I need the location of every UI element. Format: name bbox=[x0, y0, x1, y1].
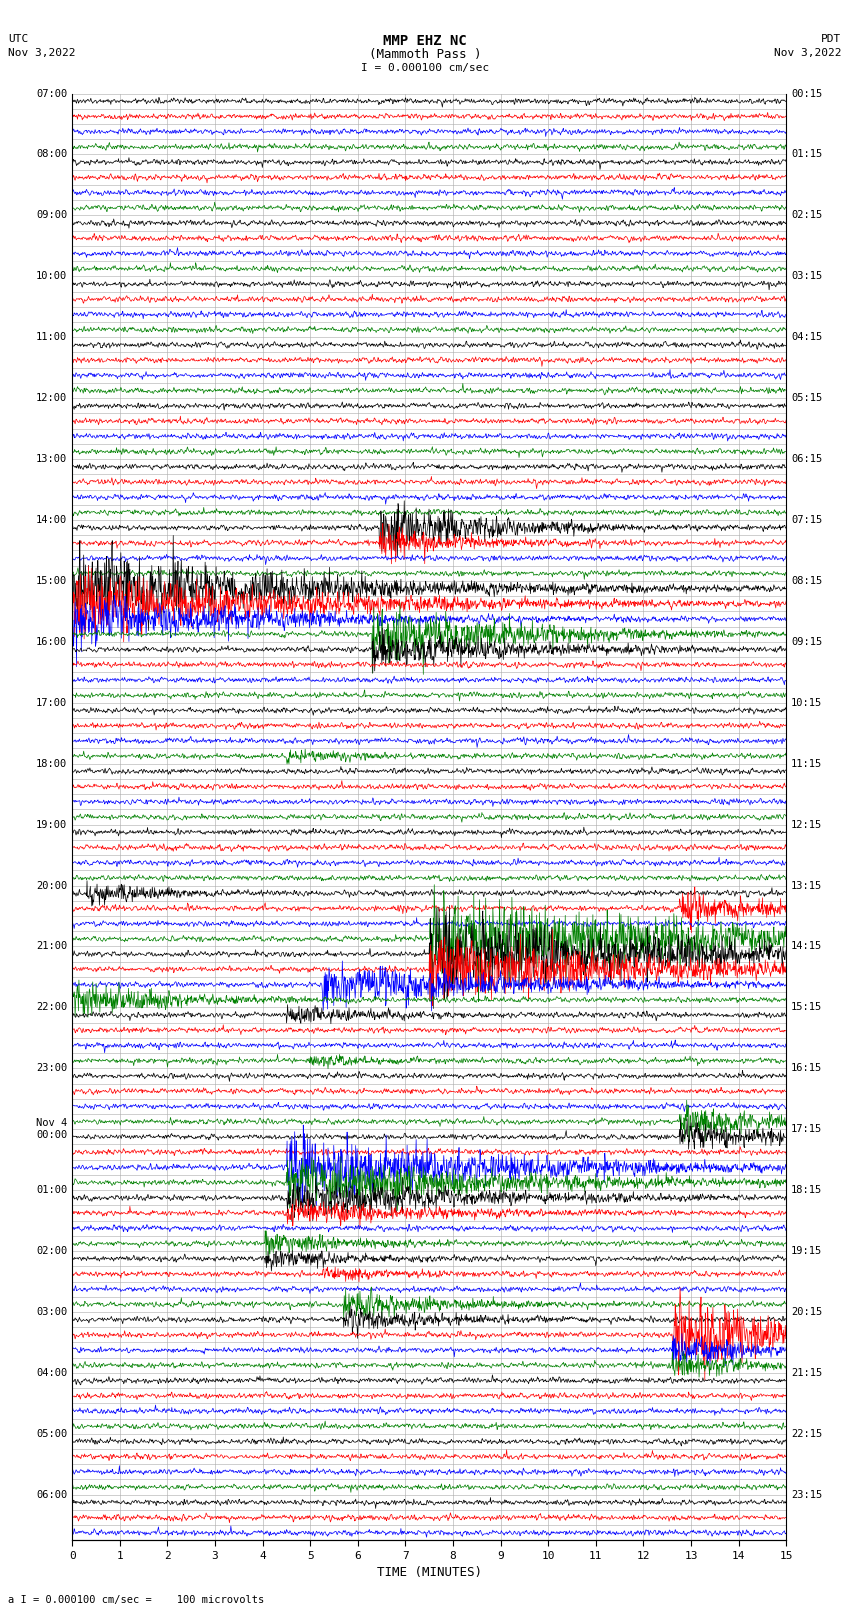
Text: Nov 3,2022: Nov 3,2022 bbox=[8, 48, 76, 58]
Text: MMP EHZ NC: MMP EHZ NC bbox=[383, 34, 467, 48]
Text: a I = 0.000100 cm/sec =    100 microvolts: a I = 0.000100 cm/sec = 100 microvolts bbox=[8, 1595, 264, 1605]
Text: (Mammoth Pass ): (Mammoth Pass ) bbox=[369, 48, 481, 61]
Text: UTC: UTC bbox=[8, 34, 29, 44]
Text: I = 0.000100 cm/sec: I = 0.000100 cm/sec bbox=[361, 63, 489, 73]
Text: Nov 3,2022: Nov 3,2022 bbox=[774, 48, 842, 58]
Text: PDT: PDT bbox=[821, 34, 842, 44]
X-axis label: TIME (MINUTES): TIME (MINUTES) bbox=[377, 1566, 482, 1579]
